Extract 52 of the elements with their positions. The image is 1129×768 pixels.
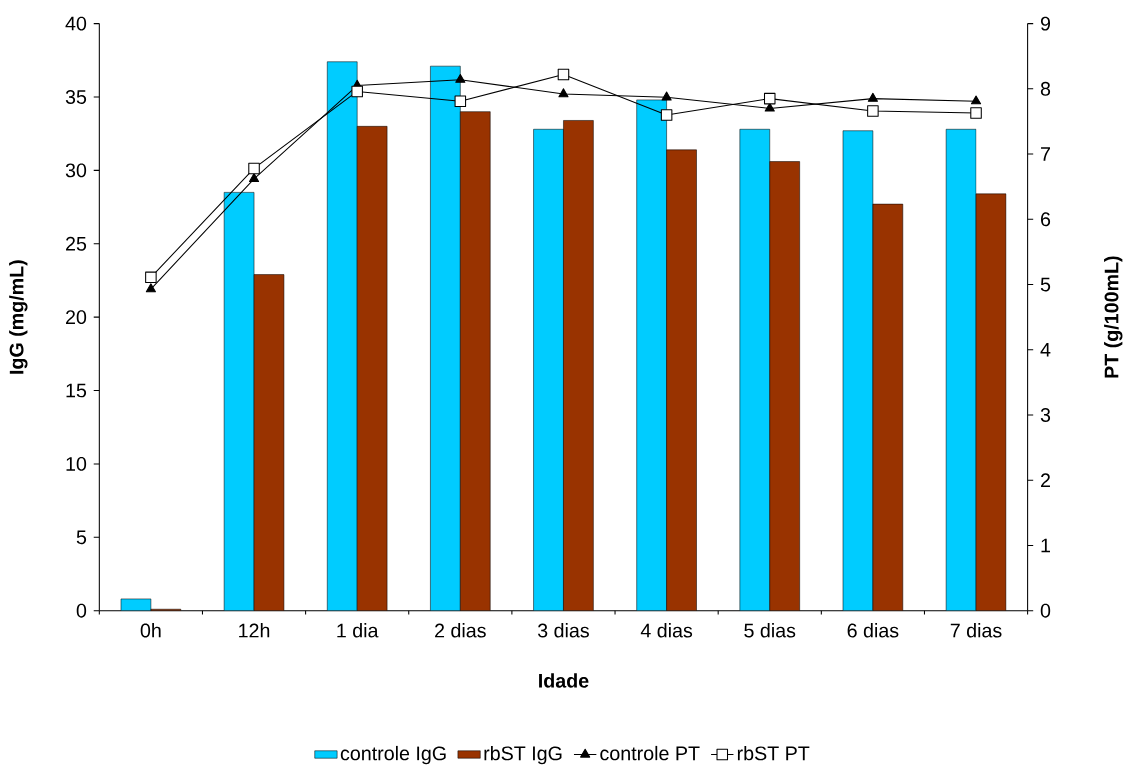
y-tick-label: 0 (76, 603, 87, 618)
y2-axis-title: PT (g/100mL) (1104, 256, 1123, 378)
y-tick-label: 25 (66, 236, 87, 251)
y2-tick-label: 8 (1040, 81, 1051, 96)
y-tick-label: 35 (65, 89, 87, 104)
point (455, 73, 466, 83)
point (557, 68, 570, 81)
point (145, 271, 157, 283)
point (970, 95, 982, 105)
y2-tick-label: 5 (1040, 277, 1051, 292)
point (867, 105, 879, 117)
y-tick-label: 30 (65, 163, 87, 178)
x-tick-label: 0h (140, 622, 161, 638)
x-tick-label: 12h (239, 622, 270, 638)
x-tick-label: 6 dias (847, 622, 899, 638)
y-tick-label: 40 (65, 16, 87, 31)
point (970, 107, 982, 119)
y2-tick-label: 0 (1040, 603, 1051, 618)
x-tick-label: 4 dias (640, 622, 693, 638)
y-axis-title: IgG (mg/mL) (9, 260, 28, 374)
point (248, 172, 260, 182)
y2-tick-label: 9 (1040, 16, 1051, 31)
point (867, 92, 878, 102)
y-tick-label: 20 (66, 310, 87, 324)
x-axis-title: Idade (539, 673, 589, 688)
point (763, 92, 776, 105)
y2-tick-label: 3 (1040, 407, 1051, 422)
point (351, 85, 363, 98)
point (248, 162, 260, 175)
y2-tick-label: 2 (1041, 473, 1050, 487)
y-tick-label: 10 (66, 456, 87, 471)
y2-tick-label: 6 (1041, 212, 1051, 227)
x-tick-label: 1 dia (337, 622, 379, 638)
point (454, 95, 467, 107)
y2-tick-label: 4 (1040, 342, 1051, 357)
legend-label: rbST IgG (484, 745, 562, 765)
point (660, 108, 673, 121)
point (661, 91, 672, 101)
x-tick-label: 5 dias (744, 622, 796, 638)
y-tick-label: 5 (76, 530, 87, 544)
x-tick-label: 3 dias (537, 622, 589, 638)
y2-tick-label: 1 (1041, 538, 1050, 553)
legend-label: controle PT (600, 745, 700, 761)
point (145, 283, 156, 293)
legend-label: rbST PT (737, 745, 810, 761)
y2-tick-label: 7 (1041, 147, 1050, 161)
x-tick-label: 2 dias (435, 622, 486, 638)
point (764, 102, 775, 112)
legend-label: controle IgG (340, 745, 446, 765)
point (558, 88, 569, 98)
x-tick-label: 7 dias (950, 622, 1002, 638)
y-tick-label: 15 (66, 383, 87, 398)
